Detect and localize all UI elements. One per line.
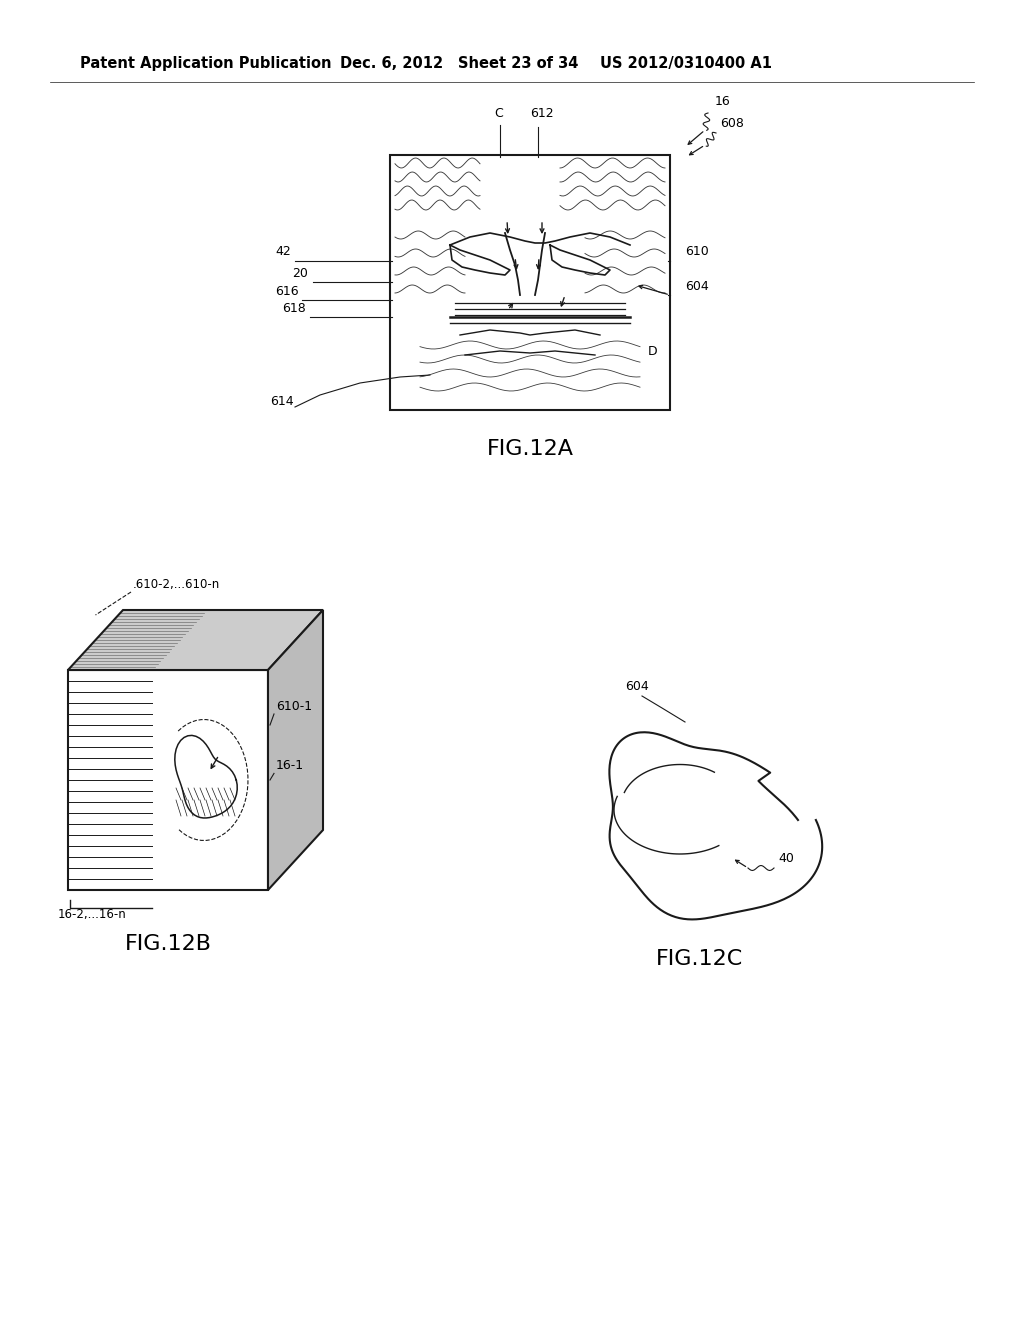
Text: 618: 618: [282, 302, 306, 315]
Text: 616: 616: [275, 285, 299, 298]
Text: 16: 16: [715, 95, 731, 108]
Text: FIG.12C: FIG.12C: [656, 949, 743, 969]
Polygon shape: [268, 610, 323, 890]
Text: 40: 40: [778, 851, 794, 865]
Text: 610: 610: [685, 246, 709, 257]
Bar: [390, 154, 670, 411]
Text: US 2012/0310400 A1: US 2012/0310400 A1: [600, 55, 772, 71]
Text: C: C: [494, 107, 503, 120]
Text: 612: 612: [530, 107, 554, 120]
Text: 604: 604: [625, 680, 649, 693]
Text: .610-2,...610-n: .610-2,...610-n: [133, 578, 220, 591]
Text: FIG.12B: FIG.12B: [125, 935, 212, 954]
Text: 42: 42: [275, 246, 291, 257]
Text: 604: 604: [685, 280, 709, 293]
Text: D: D: [648, 345, 657, 358]
Text: 16-1: 16-1: [276, 759, 304, 772]
Text: Dec. 6, 2012: Dec. 6, 2012: [340, 55, 443, 71]
Text: 608: 608: [720, 117, 743, 129]
Text: 20: 20: [292, 267, 308, 280]
Polygon shape: [68, 610, 323, 671]
Text: 614: 614: [270, 395, 294, 408]
Text: Sheet 23 of 34: Sheet 23 of 34: [458, 55, 579, 71]
Text: 610-1: 610-1: [276, 700, 312, 713]
Text: Patent Application Publication: Patent Application Publication: [80, 55, 332, 71]
Text: FIG.12A: FIG.12A: [486, 440, 573, 459]
Polygon shape: [68, 671, 268, 890]
Text: 16-2,...16-n: 16-2,...16-n: [58, 908, 127, 921]
